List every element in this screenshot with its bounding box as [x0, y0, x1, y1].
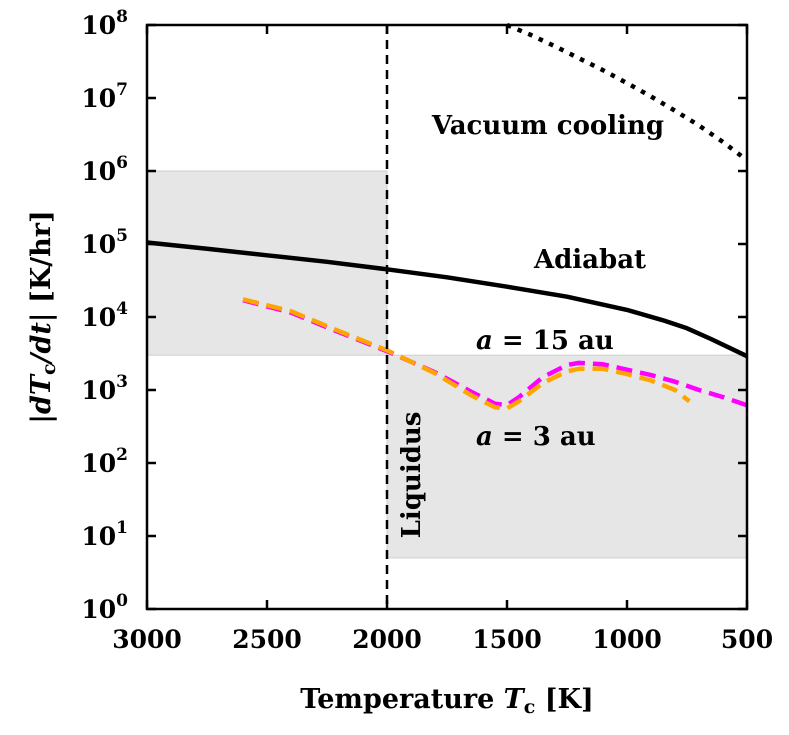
- x-tick-label: 500: [721, 625, 773, 654]
- y-axis-label: |dTc/dt| [K/hr]: [26, 210, 60, 424]
- x-tick-label: 1500: [472, 625, 542, 654]
- y-tick-label: 100: [81, 591, 128, 624]
- liquid-region: [386, 354, 748, 559]
- vacuum-cooling-label: Vacuum cooling: [431, 111, 664, 141]
- a3-label: a = 3 au: [476, 422, 596, 452]
- series-adiabat: [146, 240, 748, 359]
- shaded-regions: [146, 170, 748, 559]
- y-tick-label: 108: [81, 7, 128, 40]
- liquidus-label: Liquidus: [397, 412, 427, 539]
- y-tick-label: 107: [81, 80, 128, 113]
- y-tick-label: 101: [81, 518, 128, 551]
- x-axis-label: Temperature Tc [K]: [300, 684, 594, 718]
- series-lines: [146, 22, 749, 411]
- a15-label: a = 15 au: [476, 326, 614, 356]
- x-axis-ticks: 3000 2500 2000 1500 1000 500: [112, 25, 773, 654]
- y-tick-label: 103: [81, 372, 128, 405]
- y-tick-label: 106: [81, 153, 128, 186]
- series-a-3-au: [242, 297, 691, 411]
- x-tick-label: 1000: [592, 625, 662, 654]
- y-tick-label: 105: [81, 226, 128, 259]
- x-tick-label: 2500: [232, 625, 302, 654]
- y-tick-label: 104: [81, 299, 128, 332]
- x-tick-label: 2000: [352, 625, 422, 654]
- y-tick-label: 102: [81, 445, 128, 478]
- x-tick-label: 3000: [112, 625, 182, 654]
- adiabat-label: Adiabat: [533, 245, 646, 275]
- y-axis-ticks: 100 101 102 103 104 105 106 107 108: [81, 7, 747, 624]
